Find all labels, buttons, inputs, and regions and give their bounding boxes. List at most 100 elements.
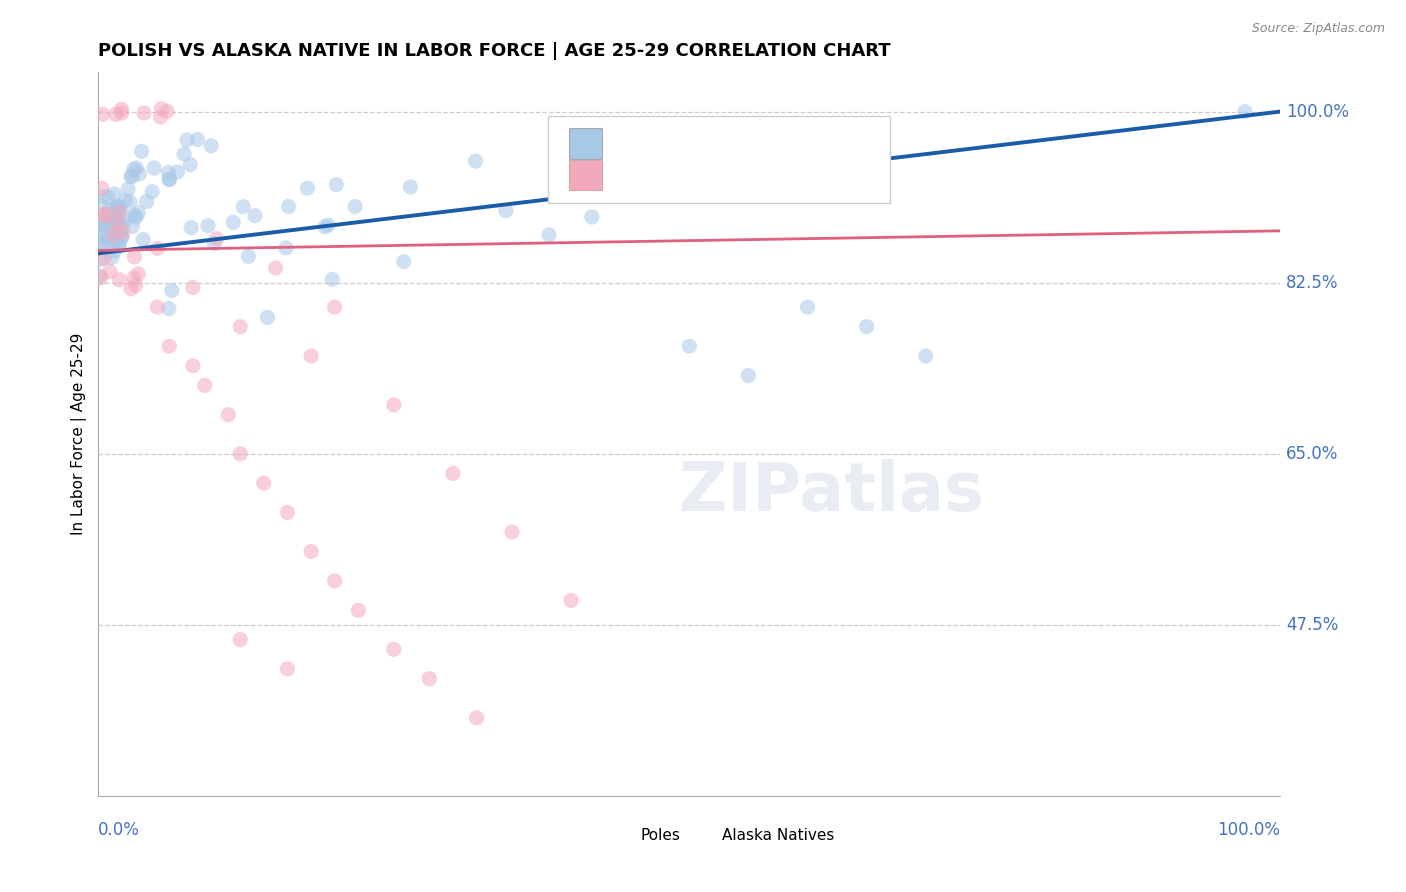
Point — [111, 230, 134, 244]
Point — [114, 210, 136, 224]
Point — [105, 205, 128, 219]
Y-axis label: In Labor Force | Age 25-29: In Labor Force | Age 25-29 — [72, 333, 87, 535]
Point — [97, 230, 120, 244]
Point — [441, 467, 464, 481]
Point — [131, 145, 153, 159]
FancyBboxPatch shape — [569, 128, 602, 159]
Point — [146, 300, 169, 314]
Point — [194, 378, 217, 392]
Point — [197, 219, 219, 233]
Point — [110, 106, 132, 120]
Point — [125, 211, 148, 225]
Point — [325, 178, 347, 192]
Point — [243, 209, 266, 223]
FancyBboxPatch shape — [547, 116, 890, 202]
Point — [1233, 104, 1256, 119]
Point — [576, 137, 599, 152]
Point — [97, 233, 120, 247]
Point — [382, 398, 405, 412]
FancyBboxPatch shape — [569, 160, 602, 190]
Point — [93, 189, 115, 203]
Point — [297, 181, 319, 195]
Point — [101, 217, 124, 231]
Point — [323, 300, 346, 314]
Text: Poles: Poles — [641, 829, 681, 843]
Point — [205, 232, 228, 246]
Point — [418, 672, 440, 686]
Point — [105, 200, 128, 214]
Point — [186, 132, 208, 146]
Point — [111, 102, 134, 116]
Point — [90, 181, 112, 195]
Point — [103, 223, 125, 237]
Point — [146, 242, 169, 256]
FancyBboxPatch shape — [693, 826, 718, 845]
Point — [181, 359, 204, 373]
Point — [108, 205, 131, 219]
Point — [89, 199, 111, 213]
Point — [465, 711, 488, 725]
Point — [122, 162, 145, 177]
Point — [157, 301, 180, 316]
Point — [276, 506, 298, 520]
Point — [121, 169, 143, 184]
Point — [101, 234, 124, 248]
Point — [118, 194, 141, 209]
Point — [276, 662, 298, 676]
Point — [180, 220, 202, 235]
Text: R = 0.022   N =  52: R = 0.022 N = 52 — [616, 166, 807, 184]
Point — [157, 339, 180, 353]
Point — [120, 282, 142, 296]
Point — [321, 272, 343, 286]
Text: R = 0.506   N = 100: R = 0.506 N = 100 — [616, 135, 813, 153]
Point — [127, 205, 149, 219]
Point — [128, 167, 150, 181]
Point — [120, 169, 142, 184]
Point — [166, 165, 188, 179]
Point — [678, 339, 700, 353]
Point — [89, 227, 111, 241]
Point — [101, 219, 124, 234]
Point — [229, 447, 252, 461]
Point — [108, 239, 131, 253]
Point — [392, 254, 415, 268]
Point — [94, 218, 117, 232]
Point — [112, 217, 135, 231]
Point — [108, 273, 131, 287]
Point — [143, 161, 166, 175]
Point — [127, 267, 149, 281]
Point — [156, 104, 179, 119]
Text: POLISH VS ALASKA NATIVE IN LABOR FORCE | AGE 25-29 CORRELATION CHART: POLISH VS ALASKA NATIVE IN LABOR FORCE |… — [98, 42, 891, 60]
Point — [90, 270, 112, 285]
Text: Source: ZipAtlas.com: Source: ZipAtlas.com — [1251, 22, 1385, 36]
Point — [98, 219, 121, 233]
Point — [217, 408, 239, 422]
Point — [141, 185, 163, 199]
Point — [101, 251, 124, 265]
Point — [122, 270, 145, 285]
Point — [94, 214, 117, 228]
Point — [107, 199, 129, 213]
Text: 0.0%: 0.0% — [98, 822, 141, 839]
Point — [96, 208, 118, 222]
Point — [91, 241, 114, 255]
Point — [382, 642, 405, 657]
Point — [222, 215, 245, 229]
Point — [111, 225, 134, 239]
Point — [323, 574, 346, 588]
Point — [264, 260, 287, 275]
Point — [94, 216, 117, 230]
Point — [105, 235, 128, 249]
Point — [104, 219, 127, 233]
Point — [125, 161, 148, 175]
Text: ZIPatlas: ZIPatlas — [679, 459, 984, 525]
Text: Alaska Natives: Alaska Natives — [723, 829, 835, 843]
Point — [299, 349, 322, 363]
Point — [316, 218, 339, 232]
Point — [277, 200, 299, 214]
Point — [94, 209, 117, 223]
Point — [176, 133, 198, 147]
Point — [132, 233, 155, 247]
Point — [90, 237, 112, 252]
Point — [97, 190, 120, 204]
